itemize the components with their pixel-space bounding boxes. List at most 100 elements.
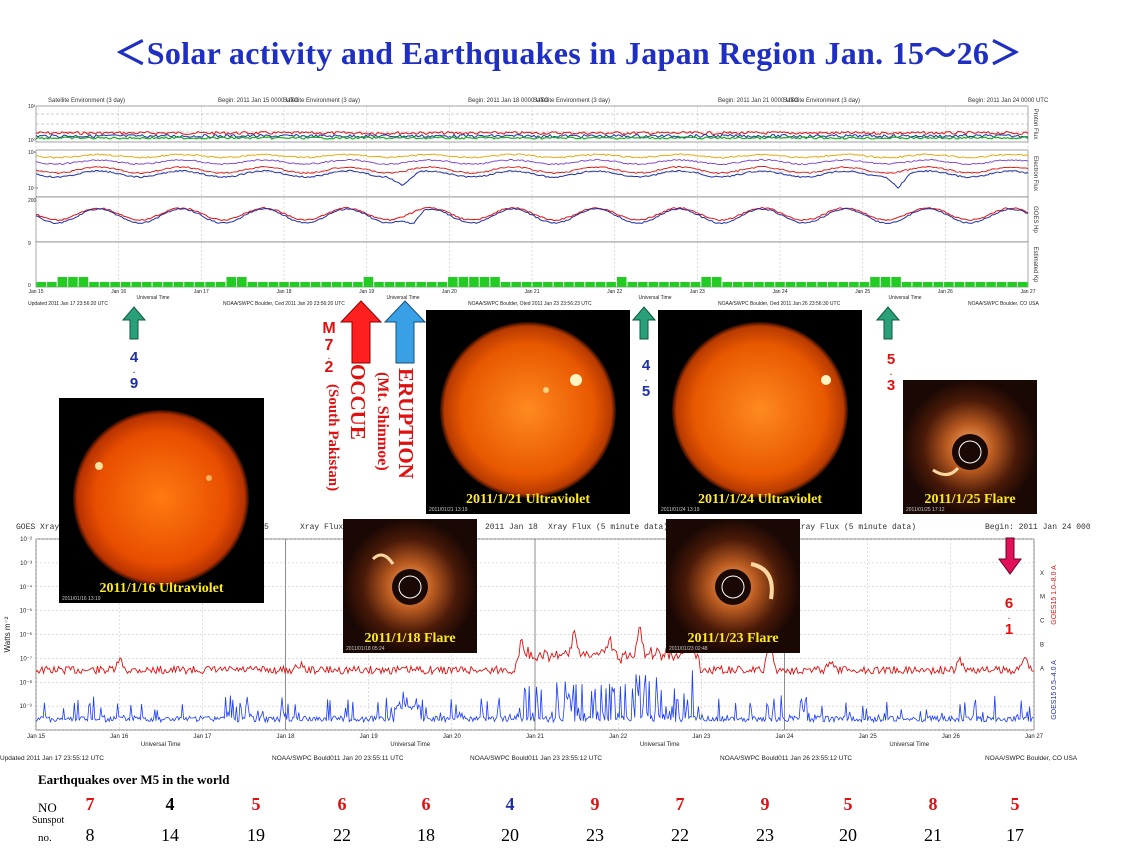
date-tick: Jan 26 xyxy=(938,289,953,295)
axis-title: Universal Time xyxy=(136,295,169,301)
kp-bar xyxy=(78,277,89,287)
y-tick: 0 xyxy=(28,283,31,289)
kp-bar xyxy=(595,282,606,287)
kp-bar xyxy=(933,282,944,287)
kp-bar xyxy=(321,282,331,287)
date-tick: Jan 27 xyxy=(1020,289,1035,295)
kp-bar xyxy=(426,282,437,287)
kp-bar xyxy=(131,282,142,287)
kp-bar xyxy=(922,282,933,287)
kp-bar xyxy=(437,282,448,287)
panel-footer: NOAA/SWPC Boulder, Ced 2011 Jan 20 23:56… xyxy=(223,301,345,307)
panel-header: GOES Xray xyxy=(16,523,59,532)
panel-footer: NOAA/SWPC Bould011 Jan 26 23:55:12 UTC xyxy=(720,755,852,762)
panel-header: 2011 Jan 18 xyxy=(485,523,538,532)
y-tick: 10⁻⁵ xyxy=(20,608,33,615)
proton-flux-line xyxy=(35,133,1029,139)
coronagraph-image: 2011/1/18 Flare 2011/01/18 05:24 xyxy=(343,519,477,653)
kp-bar xyxy=(458,277,469,287)
kp-bar xyxy=(764,282,775,287)
kp-bar xyxy=(806,282,817,287)
sunspot-count: 23 xyxy=(756,825,774,845)
date-tick: Jan 22 xyxy=(607,289,622,295)
date-tick: Jan 26 xyxy=(942,734,961,740)
date-tick: Jan 20 xyxy=(442,289,457,295)
kp-bar xyxy=(669,282,680,287)
eruption-label: ERUPTION xyxy=(394,368,418,479)
y-tick: 200 xyxy=(28,198,37,204)
panel-header: Begin: 2011 Jan 24 0000 UTC xyxy=(968,98,1049,104)
sunspot-count: 17 xyxy=(1006,825,1024,845)
y-tick: 10⁴ xyxy=(28,150,36,156)
kp-bar xyxy=(606,282,616,287)
goes-hp-line xyxy=(35,207,1028,225)
kp-bar xyxy=(490,277,500,287)
earthquake-count: 5 xyxy=(251,794,261,814)
kp-bar xyxy=(289,282,300,287)
kp-bar xyxy=(300,282,310,287)
kp-bar xyxy=(268,282,279,287)
date-tick: Jan 15 xyxy=(27,734,46,740)
axis-title: Universal Time xyxy=(640,742,680,748)
date-tick: Jan 20 xyxy=(443,734,462,740)
sun-image: 2011/1/16 Ultraviolet 2011/01/16 13:19 xyxy=(59,398,264,603)
kp-bar xyxy=(237,277,247,287)
panel-header: Xray Flux (5 minute data) xyxy=(548,523,668,532)
image-caption: 2011/1/24 Ultraviolet xyxy=(697,492,823,507)
kp-bar xyxy=(99,282,110,287)
kp-bar xyxy=(859,282,870,287)
kp-bar xyxy=(479,277,490,287)
kp-bar xyxy=(215,282,226,287)
kp-bar xyxy=(638,282,648,287)
kp-bar xyxy=(469,277,479,287)
kp-bar xyxy=(142,282,152,287)
proton-flux-line xyxy=(35,130,1029,136)
date-tick: Jan 27 xyxy=(1025,734,1044,740)
kp-bar xyxy=(849,282,859,287)
kp-bar xyxy=(310,282,321,287)
panel-header: Satellite Environment (3 day) xyxy=(283,98,360,104)
axis-title: Universal Time xyxy=(888,295,921,301)
south-pakistan-label: (South Pakistan) xyxy=(325,384,341,492)
panel-footer: NOAA/SWPC Boulder, Oted 2011 Jan 23 23:5… xyxy=(468,301,592,307)
kp-bar xyxy=(648,282,659,287)
earthquake-count: 9 xyxy=(590,794,600,814)
date-tick: Jan 22 xyxy=(609,734,628,740)
goes-hp-line xyxy=(35,206,1029,222)
date-tick: Jan 19 xyxy=(359,289,374,295)
kp-bar xyxy=(163,282,173,287)
arrow-up-icon xyxy=(632,306,656,340)
kp-bar xyxy=(680,282,690,287)
kp-bar xyxy=(384,282,395,287)
date-tick: Jan 17 xyxy=(193,734,212,740)
panel-right-label: GOES Hp xyxy=(1032,206,1038,233)
kp-bar xyxy=(448,277,458,287)
date-tick: Jan 16 xyxy=(111,289,126,295)
y-axis-label: Watts m⁻² xyxy=(3,616,12,652)
y-tick: 10⁻⁴ xyxy=(20,584,33,591)
xray-short-line xyxy=(35,670,1034,724)
date-tick: Jan 19 xyxy=(360,734,379,740)
date-tick: Jan 21 xyxy=(526,734,545,740)
y-tick: 10⁻³ xyxy=(20,561,32,567)
date-tick: Jan 17 xyxy=(194,289,209,295)
y-tick: 10⁰ xyxy=(28,138,36,144)
legend-red: GOES15 1.0–8.0 A xyxy=(1051,565,1058,625)
kp-bar xyxy=(36,282,47,287)
kp-bar xyxy=(743,282,754,287)
axis-title: Universal Time xyxy=(141,742,181,748)
panel-header: Satellite Environment (3 day) xyxy=(48,98,125,104)
class-label: B xyxy=(1040,642,1044,648)
date-tick: Jan 18 xyxy=(276,734,295,740)
date-tick: Jan 16 xyxy=(110,734,129,740)
panel-footer: NOAA/SWPC Bould011 Jan 23 23:55:12 UTC xyxy=(470,755,602,762)
class-label: A xyxy=(1040,666,1044,672)
panel-right-label: Estimated Kp xyxy=(1032,247,1038,283)
magnitude-label: 6.1 xyxy=(1004,595,1014,638)
kp-bar xyxy=(57,277,68,287)
earthquake-count: 4 xyxy=(505,794,515,814)
proton-flux-line xyxy=(35,136,1029,140)
date-tick: Jan 18 xyxy=(276,289,291,295)
kp-bar xyxy=(553,282,564,287)
